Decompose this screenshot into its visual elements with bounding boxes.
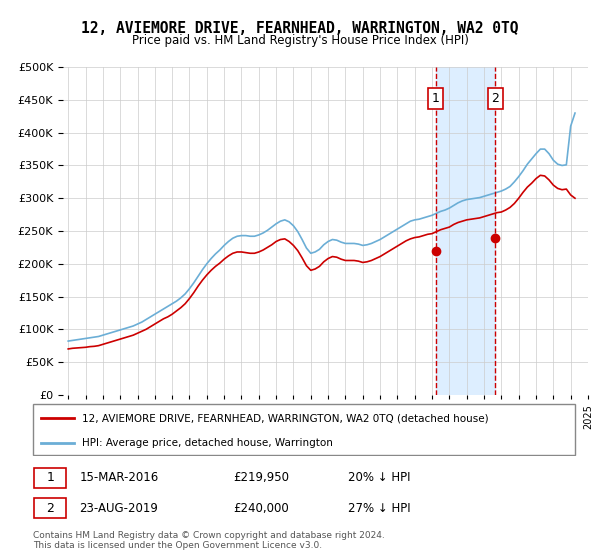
- FancyBboxPatch shape: [34, 498, 66, 518]
- Text: 27% ↓ HPI: 27% ↓ HPI: [349, 502, 411, 515]
- FancyBboxPatch shape: [33, 404, 575, 455]
- Text: 1: 1: [431, 92, 439, 105]
- Text: 12, AVIEMORE DRIVE, FEARNHEAD, WARRINGTON, WA2 0TQ: 12, AVIEMORE DRIVE, FEARNHEAD, WARRINGTO…: [81, 21, 519, 36]
- Text: 2: 2: [46, 502, 54, 515]
- Text: 20% ↓ HPI: 20% ↓ HPI: [349, 472, 411, 484]
- Text: Price paid vs. HM Land Registry's House Price Index (HPI): Price paid vs. HM Land Registry's House …: [131, 34, 469, 46]
- Text: 15-MAR-2016: 15-MAR-2016: [79, 472, 158, 484]
- Text: 12, AVIEMORE DRIVE, FEARNHEAD, WARRINGTON, WA2 0TQ (detached house): 12, AVIEMORE DRIVE, FEARNHEAD, WARRINGTO…: [82, 413, 489, 423]
- Text: £240,000: £240,000: [233, 502, 289, 515]
- Text: 23-AUG-2019: 23-AUG-2019: [79, 502, 158, 515]
- Text: HPI: Average price, detached house, Warrington: HPI: Average price, detached house, Warr…: [82, 438, 333, 448]
- FancyBboxPatch shape: [34, 468, 66, 488]
- Text: Contains HM Land Registry data © Crown copyright and database right 2024.
This d: Contains HM Land Registry data © Crown c…: [33, 531, 385, 550]
- Bar: [436, 67, 496, 395]
- Text: 2: 2: [491, 92, 499, 105]
- Text: £219,950: £219,950: [233, 472, 289, 484]
- Text: 1: 1: [46, 472, 54, 484]
